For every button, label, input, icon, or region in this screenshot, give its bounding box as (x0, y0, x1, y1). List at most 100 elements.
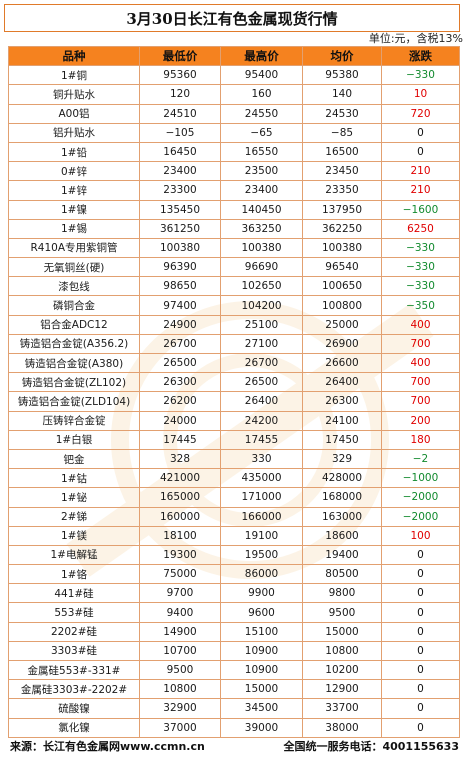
cell-change: 200 (381, 410, 460, 431)
cell-change: 0 (381, 564, 460, 585)
cell-avg: 9800 (302, 583, 382, 604)
col-header-name: 品种 (8, 45, 140, 67)
cell-avg: 23450 (302, 161, 382, 182)
cell-high: 166000 (220, 506, 303, 527)
cell-avg: 26600 (302, 352, 382, 374)
cell-high: 34500 (220, 698, 303, 719)
cell-avg: 95380 (302, 65, 382, 86)
cell-high: 24550 (220, 103, 303, 124)
cell-name: 氯化镍 (8, 717, 140, 738)
cell-change: −1000 (381, 468, 460, 489)
table-row: 1#钴 421000 435000 428000 −1000 (8, 468, 460, 489)
table-row: 氯化镍 37000 39000 38000 0 (8, 717, 460, 738)
table-row: 1#电解锰 19300 19500 19400 0 (8, 544, 460, 566)
table-row: 441#硅 9700 9900 9800 0 (8, 583, 460, 604)
cell-high: 17455 (220, 429, 303, 450)
table-row: 1#铅 16450 16550 16500 0 (8, 141, 460, 163)
cell-change: 0 (381, 621, 460, 642)
cell-high: 15100 (220, 621, 303, 642)
cell-high: 104200 (220, 295, 303, 316)
cell-name: 金属硅3303#-2202# (8, 679, 140, 700)
cell-avg: 26300 (302, 391, 382, 412)
cell-high: 102650 (220, 276, 303, 297)
cell-high: 19100 (220, 525, 303, 546)
table-row: 1#白银 17445 17455 17450 180 (8, 429, 460, 450)
col-header-avg: 均价 (302, 45, 382, 67)
table-row: 2202#硅 14900 15100 15000 0 (8, 621, 460, 642)
cell-change: 400 (381, 352, 460, 374)
cell-name: 1#钴 (8, 468, 140, 489)
cell-name: 1#电解锰 (8, 544, 140, 566)
cell-high: 9600 (220, 602, 303, 623)
cell-high: 140450 (220, 199, 303, 220)
table-row: 磷铜合金 97400 104200 100800 −350 (8, 295, 460, 316)
cell-change: −330 (381, 237, 460, 259)
cell-name: 0#锌 (8, 161, 140, 182)
col-header-high: 最高价 (220, 45, 303, 67)
cell-avg: 329 (302, 448, 382, 470)
table-row: 漆包线 98650 102650 100650 −330 (8, 276, 460, 297)
cell-avg: 38000 (302, 717, 382, 738)
table-row: 压铸锌合金锭 24000 24200 24100 200 (8, 410, 460, 431)
cell-high: 27100 (220, 333, 303, 355)
cell-avg: 80500 (302, 564, 382, 585)
cell-name: 铜升贴水 (8, 84, 140, 105)
table-row: 无氧铜丝(硬) 96390 96690 96540 −330 (8, 257, 460, 278)
cell-avg: 25000 (302, 314, 382, 335)
cell-change: 0 (381, 583, 460, 604)
cell-high: 160 (220, 84, 303, 105)
table-row: R410A专用紫铜管 100380 100380 100380 −330 (8, 237, 460, 259)
cell-change: −330 (381, 276, 460, 297)
cell-change: −2 (381, 448, 460, 470)
cell-high: 10900 (220, 640, 303, 662)
cell-name: 铝升贴水 (8, 122, 140, 143)
cell-avg: 362250 (302, 218, 382, 239)
cell-low: 421000 (139, 468, 221, 489)
table-row: 1#锡 361250 363250 362250 6250 (8, 218, 460, 239)
cell-high: 171000 (220, 487, 303, 508)
cell-low: 16450 (139, 141, 221, 163)
cell-avg: 168000 (302, 487, 382, 508)
cell-avg: 18600 (302, 525, 382, 546)
cell-low: 9700 (139, 583, 221, 604)
cell-high: 100380 (220, 237, 303, 259)
cell-avg: 24530 (302, 103, 382, 124)
cell-high: 23400 (220, 180, 303, 201)
unit-note: 单位:元，含税13% (368, 32, 463, 45)
cell-high: 24200 (220, 410, 303, 431)
cell-name: 铸造铝合金锭(A380) (8, 352, 140, 374)
cell-change: 0 (381, 717, 460, 738)
cell-avg: 26400 (302, 372, 382, 393)
cell-change: 210 (381, 161, 460, 182)
table-row: 3303#硅 10700 10900 10800 0 (8, 640, 460, 662)
cell-low: 75000 (139, 564, 221, 585)
cell-change: 0 (381, 698, 460, 719)
cell-low: 32900 (139, 698, 221, 719)
cell-avg: 10800 (302, 640, 382, 662)
table-row: 铸造铝合金锭(A380) 26500 26700 26600 400 (8, 352, 460, 374)
price-table: 品种 最低价 最高价 均价 涨跌 1#铜 95360 95400 95380 −330 铜… (8, 45, 460, 738)
cell-avg: 19400 (302, 544, 382, 566)
cell-name: 压铸锌合金锭 (8, 410, 140, 431)
cell-change: 0 (381, 640, 460, 662)
footer-hotline: 全国统一服务电话：4001155633 (283, 740, 459, 753)
cell-avg: 163000 (302, 506, 382, 527)
cell-high: 435000 (220, 468, 303, 489)
cell-avg: 9500 (302, 602, 382, 623)
table-row: 铸造铝合金锭(ZLD104) 26200 26400 26300 700 (8, 391, 460, 412)
cell-low: 98650 (139, 276, 221, 297)
cell-low: 361250 (139, 218, 221, 239)
table-row: 铸造铝合金锭(A356.2) 26700 27100 26900 700 (8, 333, 460, 355)
cell-low: 95360 (139, 65, 221, 86)
cell-low: 96390 (139, 257, 221, 278)
table-row: 2#锑 160000 166000 163000 −2000 (8, 506, 460, 527)
cell-change: 700 (381, 391, 460, 412)
cell-change: 10 (381, 84, 460, 105)
table-row: 金属硅3303#-2202# 10800 15000 12900 0 (8, 679, 460, 700)
cell-avg: 15000 (302, 621, 382, 642)
cell-low: 97400 (139, 295, 221, 316)
cell-name: 1#镁 (8, 525, 140, 546)
cell-name: 2#锑 (8, 506, 140, 527)
cell-low: 26200 (139, 391, 221, 412)
cell-avg: 12900 (302, 679, 382, 700)
